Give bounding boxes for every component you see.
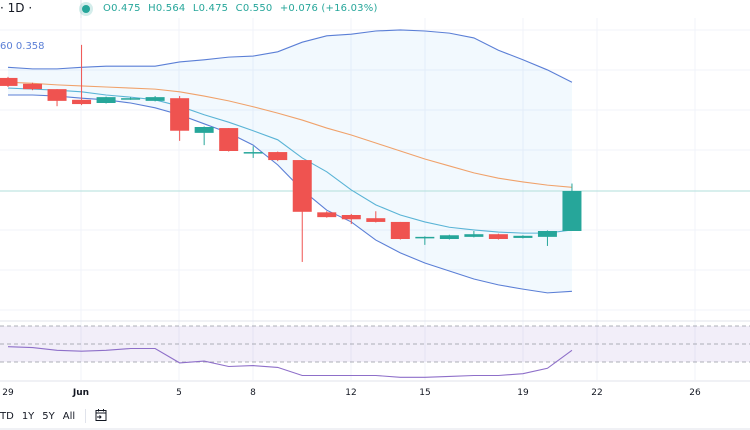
bollinger-legend: 60 0.358 — [0, 41, 45, 52]
x-tick-label: 26 — [689, 388, 701, 398]
candle-body — [464, 234, 484, 237]
x-tick-label: 29 — [2, 388, 14, 398]
candle-body — [194, 127, 214, 133]
x-tick-label: 19 — [517, 388, 529, 398]
timeframe-selector[interactable]: · 1D · — [0, 1, 33, 15]
bollinger-band-fill — [8, 29, 572, 293]
change-value: +0.076 (+16.03%) — [279, 3, 378, 14]
candle-body — [145, 97, 165, 101]
x-tick-label: 5 — [176, 388, 182, 398]
candle-body — [537, 231, 557, 237]
candle-body — [96, 97, 116, 103]
x-tick-label: Jun — [72, 388, 90, 398]
candle-body — [170, 98, 190, 131]
candle-body — [341, 215, 361, 220]
candle-body — [439, 235, 459, 239]
x-tick-label: 22 — [591, 388, 603, 398]
candle-body — [72, 99, 92, 105]
candle-body — [0, 77, 18, 86]
candle-body — [219, 128, 239, 151]
candle-body — [415, 236, 435, 239]
x-tick-label: 15 — [419, 388, 431, 398]
candle-body — [243, 152, 263, 154]
close-value: C0.550 — [235, 3, 273, 14]
low-value: L0.475 — [192, 3, 229, 14]
candle-body — [488, 234, 508, 239]
candle-body — [23, 83, 43, 90]
candle-body — [317, 212, 337, 218]
candle-body — [268, 152, 288, 161]
high-value: H0.564 — [148, 3, 186, 14]
range-1y-button[interactable]: 1Y — [21, 410, 35, 422]
candle-body — [47, 89, 67, 101]
candle-body — [121, 98, 141, 100]
candle-body — [390, 221, 410, 239]
moving-average-line — [7, 87, 573, 234]
range-all-button[interactable]: All — [62, 410, 76, 422]
x-tick-label: 8 — [250, 388, 256, 398]
range-ytd-button[interactable]: TD — [0, 410, 14, 422]
rsi-line — [7, 346, 573, 378]
x-tick-label: 12 — [345, 388, 357, 398]
candle-body — [562, 191, 582, 231]
bollinger-upper-line — [7, 29, 573, 83]
toolbar-divider — [85, 409, 87, 423]
candle-body — [292, 160, 312, 212]
market-status-icon — [82, 5, 90, 13]
ohlc-legend: O0.475 H0.564 L0.475 C0.550 +0.076 (+16.… — [103, 3, 382, 14]
candle-body — [513, 235, 533, 238]
range-5y-button[interactable]: 5Y — [42, 410, 55, 422]
open-value: O0.475 — [103, 3, 141, 14]
bollinger-basis-line — [7, 81, 573, 188]
candle-body — [366, 218, 386, 222]
range-toolbar: TD 1Y 5Y All — [0, 408, 108, 424]
calendar-goto-icon[interactable] — [94, 408, 108, 425]
